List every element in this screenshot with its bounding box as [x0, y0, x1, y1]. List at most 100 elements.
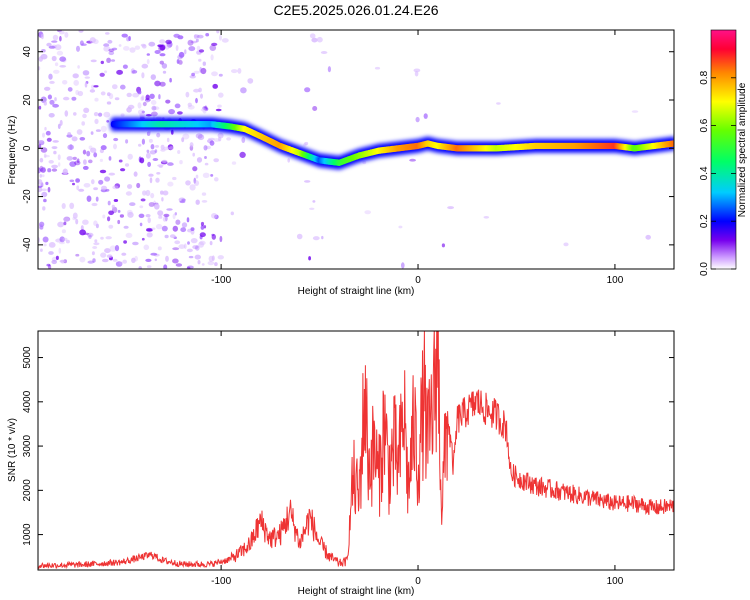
noise-speckle [108, 210, 114, 216]
noise-speckle [496, 102, 501, 105]
noise-speckle [195, 245, 200, 251]
noise-speckle [175, 263, 183, 267]
noise-speckle [143, 244, 150, 251]
noise-speckle [145, 94, 150, 101]
noise-speckle [147, 217, 151, 224]
noise-speckle [362, 160, 367, 165]
noise-speckle [194, 34, 197, 39]
noise-speckle [58, 247, 62, 254]
noise-speckle [187, 39, 194, 46]
colorbar-tick-label: 0.0 [699, 262, 710, 276]
noise-speckle [196, 157, 203, 163]
noise-speckle [127, 104, 135, 110]
noise-speckle [64, 110, 69, 117]
noise-speckle [108, 51, 115, 56]
noise-speckle [321, 235, 324, 240]
noise-speckle [82, 165, 89, 170]
noise-speckle [59, 65, 67, 68]
noise-speckle [62, 96, 70, 101]
noise-speckle [309, 207, 315, 210]
noise-speckle [67, 87, 73, 92]
noise-speckle [107, 200, 111, 206]
noise-speckle [59, 119, 63, 126]
noise-speckle [52, 103, 59, 108]
noise-speckle [239, 151, 246, 158]
noise-speckle [304, 180, 311, 183]
noise-speckle [61, 229, 66, 234]
noise-speckle [67, 132, 71, 136]
noise-speckle [121, 252, 127, 256]
noise-speckle [102, 258, 109, 263]
noise-speckle [59, 35, 62, 42]
noise-speckle [157, 210, 164, 217]
noise-speckle [79, 137, 86, 141]
noise-speckle [159, 81, 166, 87]
noise-speckle [159, 44, 166, 51]
noise-speckle [84, 76, 91, 79]
noise-speckle [186, 266, 191, 269]
noise-speckle [54, 97, 57, 102]
noise-speckle [200, 221, 205, 227]
noise-speckle [141, 63, 149, 69]
noise-speckle [441, 243, 445, 248]
noise-speckle [150, 74, 156, 80]
noise-speckle [78, 188, 85, 192]
noise-speckle [48, 45, 56, 49]
noise-speckle [140, 198, 146, 202]
noise-speckle [118, 159, 123, 163]
noise-speckle [49, 99, 55, 105]
noise-speckle [82, 219, 89, 225]
noise-speckle [151, 227, 156, 230]
noise-speckle [80, 225, 84, 231]
noise-speckle [99, 72, 105, 77]
noise-speckle [209, 44, 217, 52]
noise-speckle [203, 225, 207, 229]
snr-frame [37, 330, 675, 571]
noise-speckle [106, 254, 113, 258]
noise-speckle [45, 181, 49, 186]
noise-speckle [218, 136, 222, 142]
noise-speckle [208, 137, 215, 141]
noise-speckle [181, 198, 186, 202]
noise-speckle [401, 262, 405, 269]
noise-speckle [93, 152, 98, 158]
noise-speckle [172, 247, 180, 251]
noise-speckle [364, 210, 372, 215]
noise-speckle [69, 202, 75, 209]
noise-speckle [154, 80, 161, 87]
noise-speckle [75, 89, 80, 96]
noise-speckle [197, 260, 201, 265]
noise-speckle [107, 92, 111, 97]
noise-speckle [58, 162, 61, 167]
noise-speckle [201, 192, 207, 196]
noise-speckle [82, 113, 87, 119]
noise-speckle [199, 66, 202, 73]
noise-speckle [95, 196, 99, 202]
noise-speckle [42, 236, 49, 243]
noise-speckle [145, 258, 152, 262]
noise-speckle [123, 46, 130, 51]
noise-speckle [409, 158, 416, 162]
noise-speckle [182, 133, 190, 140]
noise-speckle [208, 255, 214, 262]
noise-speckle [73, 112, 77, 116]
noise-speckle [46, 137, 52, 142]
noise-speckle [414, 70, 419, 77]
noise-speckle [199, 232, 206, 238]
noise-speckle [189, 142, 194, 148]
noise-speckle [230, 211, 234, 216]
spectrogram-ridge [109, 117, 674, 170]
noise-speckle [106, 57, 111, 63]
noise-speckle [77, 65, 80, 69]
noise-speckle [51, 40, 58, 43]
noise-speckle [93, 187, 98, 191]
spectrogram-panel: -100 0 100 -40 -20 0 20 40 Height of straight … [7, 29, 675, 297]
noise-speckle [88, 234, 92, 239]
noise-speckle [59, 56, 67, 62]
noise-speckle [163, 146, 170, 151]
noise-speckle [164, 44, 170, 50]
noise-speckle [240, 87, 247, 94]
noise-speckle [211, 42, 218, 47]
noise-speckle [91, 84, 95, 90]
noise-speckle [169, 234, 176, 239]
